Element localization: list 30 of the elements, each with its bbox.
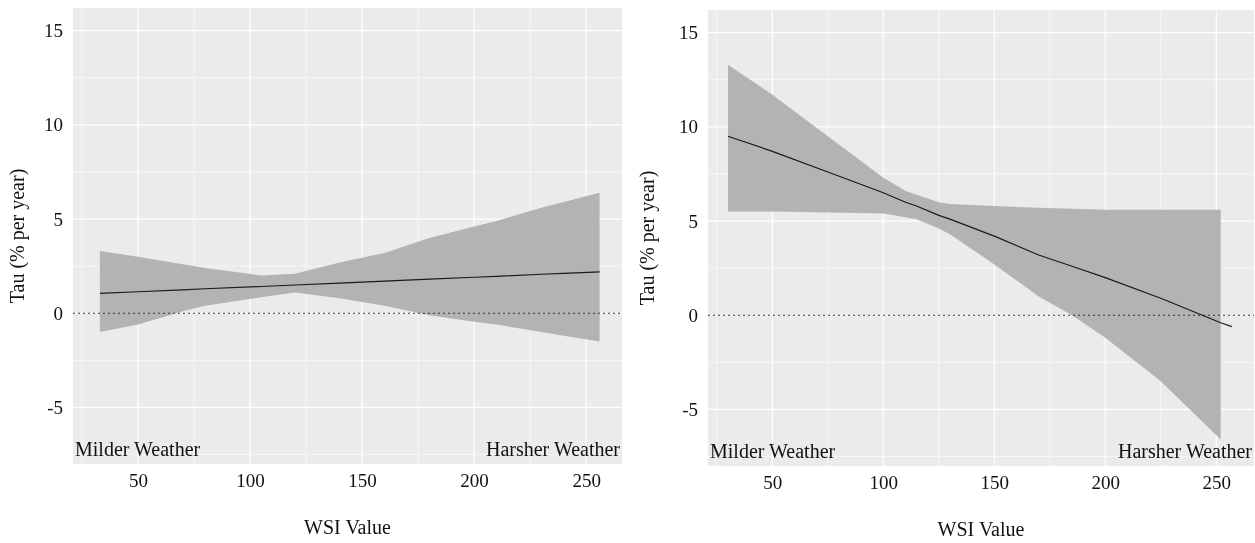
x-tick-label: 250 [1202,472,1232,494]
line-series [99,271,601,295]
y-axis-title: Tau (% per year) [636,170,659,306]
y-tick-label: -5 [47,397,63,419]
y-tick-label: -5 [682,399,698,421]
y-tick-label: 0 [688,304,698,326]
x-tick-label: 150 [348,470,377,492]
x-tick-label: 250 [572,470,601,492]
annotation: Milder Weather [710,440,836,462]
y-axis-title: Tau (% per year) [6,168,29,304]
x-tick-label: 200 [460,470,489,492]
x-tick-label: 150 [980,472,1010,494]
x-tick-label: 50 [763,472,783,494]
annotation: Harsher Weather [485,438,621,460]
y-tick-label: 15 [679,22,698,44]
y-tick-label: 10 [44,114,63,136]
x-axis-title: WSI Value [937,518,1025,540]
x-tick-label: 100 [869,472,899,494]
y-tick-label: 15 [44,20,63,42]
x-tick-label: 50 [128,470,148,492]
y-tick-label: 5 [688,210,698,232]
y-tick-label: 0 [53,302,63,324]
x-tick-label: 200 [1091,472,1121,494]
x-axis-title: WSI Value [304,516,392,538]
x-tick-label: 100 [236,470,265,492]
annotation: Harsher Weather [1117,440,1253,462]
y-tick-label: 10 [679,116,698,138]
annotation: Milder Weather [75,438,201,460]
y-tick-label: 5 [53,208,63,230]
line-series [727,135,1233,328]
